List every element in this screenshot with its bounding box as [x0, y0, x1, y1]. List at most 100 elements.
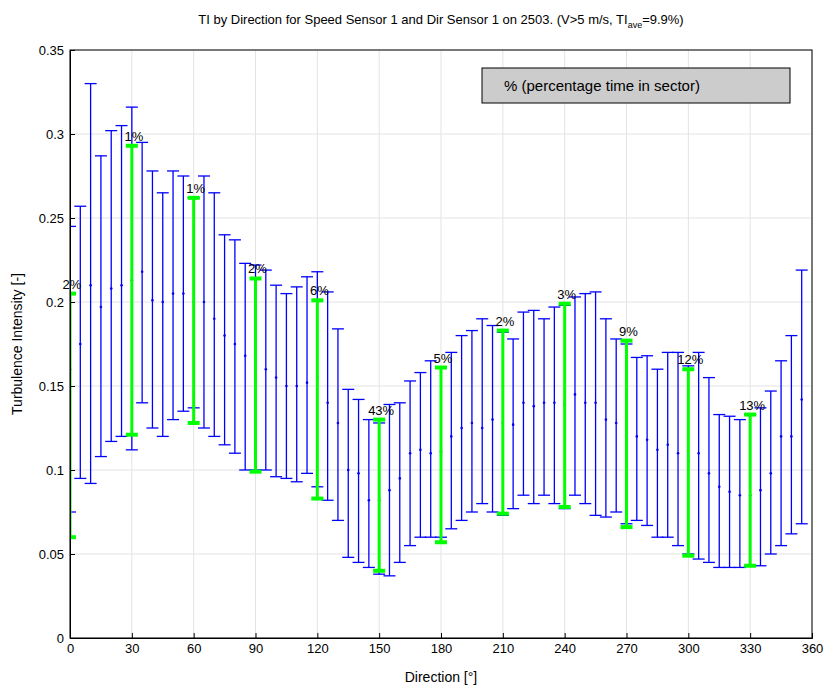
error-bar: [383, 404, 395, 575]
upper-cap: [641, 355, 653, 356]
upper-cap: [229, 239, 241, 240]
lower-cap: [116, 436, 128, 437]
lower-cap: [507, 508, 519, 509]
tick: 300: [678, 633, 700, 656]
lower-cap: [373, 574, 385, 575]
range-line: [192, 198, 195, 423]
upper-cap: [280, 293, 292, 294]
lower-cap: [126, 433, 138, 437]
mean-dot: [615, 422, 618, 425]
tick-label: 0.2: [46, 295, 64, 310]
range-line: [430, 361, 431, 537]
mean-dot: [110, 287, 113, 290]
mean-dot: [800, 398, 803, 401]
tick: 180: [431, 633, 453, 656]
grid-line: [750, 50, 751, 638]
tick-label: 150: [369, 641, 391, 656]
lower-cap: [270, 476, 282, 477]
upper-cap: [744, 413, 756, 417]
title-part: =9.9%): [642, 12, 684, 27]
upper-cap: [404, 380, 416, 381]
grid-line: [255, 50, 256, 638]
upper-cap: [167, 170, 179, 171]
upper-cap: [435, 366, 447, 370]
tick-label: 330: [740, 641, 762, 656]
upper-cap: [116, 125, 128, 126]
data-label: 1%: [124, 129, 143, 144]
grid-line: [70, 302, 812, 303]
upper-cap: [538, 318, 550, 319]
mean-dot: [697, 452, 700, 455]
mean-dot: [306, 381, 309, 384]
tick-label: 0: [67, 641, 74, 656]
error-bar: [363, 420, 375, 568]
data-label: 3%: [557, 287, 576, 302]
range-line: [595, 292, 596, 515]
lower-cap: [590, 515, 602, 516]
tick: 0.1: [46, 463, 75, 478]
error-bar: [744, 415, 756, 566]
lower-cap: [487, 511, 499, 512]
error-bar: [136, 142, 148, 402]
lower-cap: [641, 525, 653, 526]
mean-dot: [234, 343, 237, 346]
grid-line: [441, 50, 442, 638]
error-bar: [167, 171, 179, 420]
error-bar: [229, 240, 241, 453]
lower-cap: [373, 569, 385, 573]
upper-cap: [105, 130, 117, 131]
range-line: [708, 378, 709, 563]
upper-cap: [765, 390, 777, 391]
tick: 270: [616, 633, 638, 656]
error-bar: [487, 326, 499, 512]
upper-cap: [456, 335, 468, 336]
tick-mark: [194, 633, 195, 638]
range-line: [214, 193, 215, 437]
upper-cap: [126, 106, 138, 107]
range-line: [420, 373, 421, 538]
range-line: [687, 369, 690, 555]
mean-dot: [347, 469, 350, 472]
mean-dot: [769, 472, 772, 475]
error-bar: [353, 399, 365, 562]
error-bar: [291, 287, 303, 482]
lower-cap: [105, 441, 117, 442]
range-line: [183, 176, 184, 411]
tick-mark: [70, 470, 75, 471]
tick: 0.35: [39, 43, 75, 58]
error-bar: [239, 263, 251, 470]
error-bar: [208, 193, 220, 437]
lower-cap: [621, 525, 633, 529]
range-line: [296, 287, 297, 482]
mean-dot: [100, 306, 103, 309]
tick-mark: [565, 633, 566, 638]
title: TI by Direction for Speed Sensor 1 and D…: [198, 12, 683, 30]
range-line: [130, 146, 133, 435]
mean-dot: [398, 477, 401, 480]
lower-cap: [250, 470, 262, 474]
range-line: [636, 357, 637, 520]
error-bar: [188, 198, 200, 423]
tick-mark: [750, 633, 751, 638]
lower-cap: [322, 500, 334, 501]
error-bar: [476, 319, 488, 504]
tick-label: 270: [616, 641, 638, 656]
tick: 240: [554, 633, 576, 656]
range-line: [203, 176, 204, 428]
tick-label: 60: [187, 641, 201, 656]
annotation-box: [482, 68, 790, 103]
tick: 60: [187, 633, 201, 656]
mean-dot: [141, 270, 144, 273]
range-line: [760, 408, 761, 566]
mean-dot: [409, 452, 412, 455]
axis-line: [71, 51, 76, 639]
upper-cap: [785, 335, 797, 336]
mean-dot: [89, 284, 92, 287]
tick: 90: [249, 633, 263, 656]
mean-dot: [285, 385, 288, 388]
tick: 0.05: [39, 547, 75, 562]
mean-dot: [223, 334, 226, 337]
range-line: [749, 415, 752, 566]
error-bar: [466, 331, 478, 512]
tick: 0: [57, 631, 75, 646]
